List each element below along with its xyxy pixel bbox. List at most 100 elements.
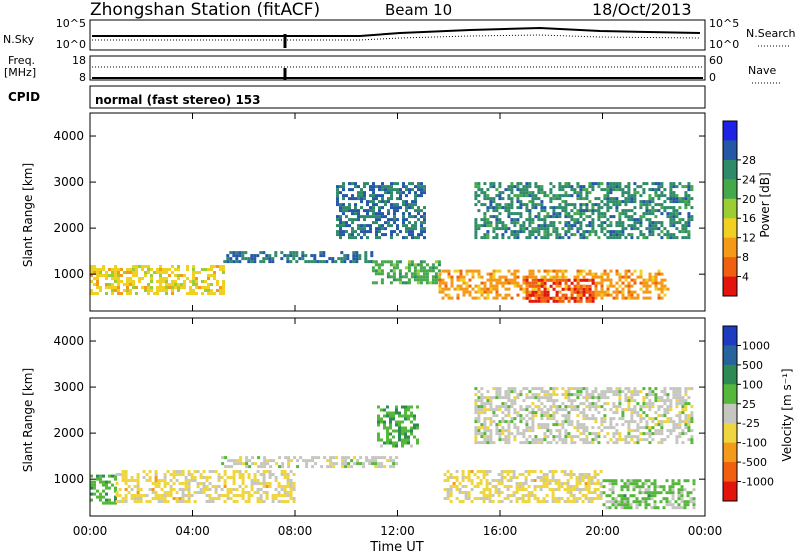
velocity-cell (383, 420, 386, 424)
velocity-colorbar-tick-label: 1000 (742, 339, 770, 352)
power-cell (462, 290, 466, 294)
power-cell (621, 194, 625, 198)
power-cell (186, 268, 189, 271)
velocity-cell (193, 476, 197, 479)
velocity-cell (591, 441, 595, 445)
power-cell (313, 260, 317, 264)
power-cell (654, 272, 658, 276)
velocity-cell (653, 491, 657, 495)
power-cell (591, 272, 595, 276)
velocity-cell (280, 500, 284, 503)
power-cell (603, 203, 607, 207)
velocity-cell (669, 405, 673, 409)
power-cell (546, 299, 550, 303)
velocity-cell (389, 420, 392, 424)
velocity-cell (256, 491, 260, 494)
power-cell (399, 206, 402, 210)
power-cell (597, 197, 601, 201)
power-cell (630, 209, 634, 213)
power-cell (687, 188, 691, 192)
power-cell (513, 194, 517, 198)
power-cell (132, 265, 135, 268)
velocity-cell (483, 423, 487, 427)
power-cell (639, 203, 643, 207)
power-cell (420, 194, 423, 198)
power-cell (567, 185, 571, 189)
velocity-cell (591, 393, 595, 397)
power-cell (642, 200, 646, 204)
power-cell (138, 280, 141, 283)
power-cell (495, 290, 499, 294)
velocity-cell (398, 429, 401, 433)
velocity-cell (241, 473, 245, 476)
power-cell (606, 209, 610, 213)
velocity-cell (650, 482, 654, 486)
power-cell (363, 230, 366, 234)
velocity-cell (531, 441, 535, 445)
velocity-cell (353, 456, 357, 460)
power-cell (96, 292, 99, 295)
velocity-cell (597, 399, 601, 403)
power-cell (372, 215, 375, 219)
velocity-cell (477, 405, 481, 409)
power-cell (630, 233, 634, 237)
nave-tick-top: 60 (709, 54, 723, 67)
power-cell (492, 272, 496, 276)
power-cell (483, 236, 487, 240)
power-cell (342, 209, 345, 213)
power-cell (504, 227, 508, 231)
power-cell (573, 203, 577, 207)
velocity-cell (265, 470, 269, 473)
velocity-cell (597, 396, 601, 400)
power-cell (558, 194, 562, 198)
power-cell (438, 272, 442, 276)
power-cell (168, 268, 171, 271)
power-cell (90, 280, 93, 283)
velocity-cell (163, 494, 167, 497)
power-cell (537, 188, 541, 192)
power-cell (624, 200, 628, 204)
velocity-cell (633, 387, 637, 391)
power-cell (645, 206, 649, 210)
velocity-cell (612, 411, 616, 415)
velocity-cell (130, 488, 134, 491)
velocity-cell (534, 387, 538, 391)
velocity-cell (515, 491, 519, 494)
velocity-cell (96, 489, 99, 493)
velocity-cell (136, 479, 140, 482)
power-cell (336, 200, 339, 204)
velocity-cell (555, 393, 559, 397)
velocity-cell (669, 399, 673, 403)
power-cell (354, 197, 357, 201)
power-cell (174, 268, 177, 271)
velocity-cell (193, 470, 197, 473)
power-cell (678, 230, 682, 234)
power-cell (627, 197, 631, 201)
velocity-cell (486, 426, 490, 430)
velocity-cell (618, 417, 622, 421)
power-cell (537, 290, 541, 294)
power-cell (501, 191, 505, 195)
power-cell (558, 269, 562, 273)
power-cell (576, 275, 580, 279)
power-cell (366, 203, 369, 207)
velocity-cell (651, 405, 655, 409)
power-cell (162, 286, 165, 289)
velocity-cell (498, 405, 502, 409)
velocity-cell (458, 491, 462, 494)
velocity-cell (467, 470, 471, 473)
power-cell (180, 274, 183, 277)
power-cell (531, 272, 535, 276)
velocity-cell (543, 411, 547, 415)
power-cell (675, 236, 679, 240)
power-cell (474, 296, 478, 300)
velocity-cell (636, 423, 640, 427)
velocity-colorbar-tick-label: -100 (742, 437, 767, 450)
velocity-cell (181, 488, 185, 491)
velocity-cell (196, 485, 200, 488)
velocity-cell (271, 497, 275, 500)
velocity-cell (567, 414, 571, 418)
power-cell (423, 206, 426, 210)
velocity-cell (477, 411, 481, 415)
power-cell (609, 293, 613, 297)
